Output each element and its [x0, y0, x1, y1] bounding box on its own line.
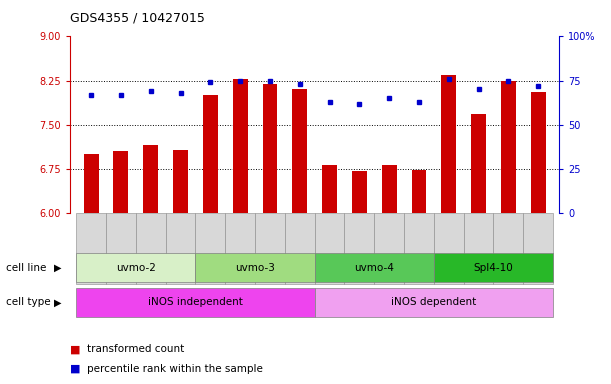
- Bar: [84, 154, 98, 384]
- Bar: [322, 165, 337, 384]
- Text: ▶: ▶: [54, 263, 62, 273]
- Text: Spl4-10: Spl4-10: [474, 263, 513, 273]
- Bar: [292, 89, 307, 384]
- Text: cell line: cell line: [6, 263, 46, 273]
- Text: ▶: ▶: [54, 297, 62, 308]
- Bar: [471, 114, 486, 384]
- Bar: [531, 93, 546, 384]
- Text: iNOS dependent: iNOS dependent: [391, 297, 477, 308]
- Bar: [352, 171, 367, 384]
- Bar: [263, 84, 277, 384]
- Text: ■: ■: [70, 364, 81, 374]
- Text: iNOS independent: iNOS independent: [148, 297, 243, 308]
- Bar: [233, 79, 247, 384]
- Text: uvmo-4: uvmo-4: [354, 263, 394, 273]
- Text: percentile rank within the sample: percentile rank within the sample: [87, 364, 263, 374]
- Bar: [501, 81, 516, 384]
- Bar: [412, 170, 426, 384]
- Text: cell type: cell type: [6, 297, 51, 308]
- Text: ■: ■: [70, 344, 81, 354]
- Text: uvmo-2: uvmo-2: [116, 263, 156, 273]
- Text: uvmo-3: uvmo-3: [235, 263, 275, 273]
- Bar: [203, 95, 218, 384]
- Text: GDS4355 / 10427015: GDS4355 / 10427015: [70, 12, 205, 25]
- Bar: [144, 146, 158, 384]
- Bar: [382, 165, 397, 384]
- Bar: [114, 151, 128, 384]
- Bar: [441, 75, 456, 384]
- Text: transformed count: transformed count: [87, 344, 185, 354]
- Bar: [173, 149, 188, 384]
